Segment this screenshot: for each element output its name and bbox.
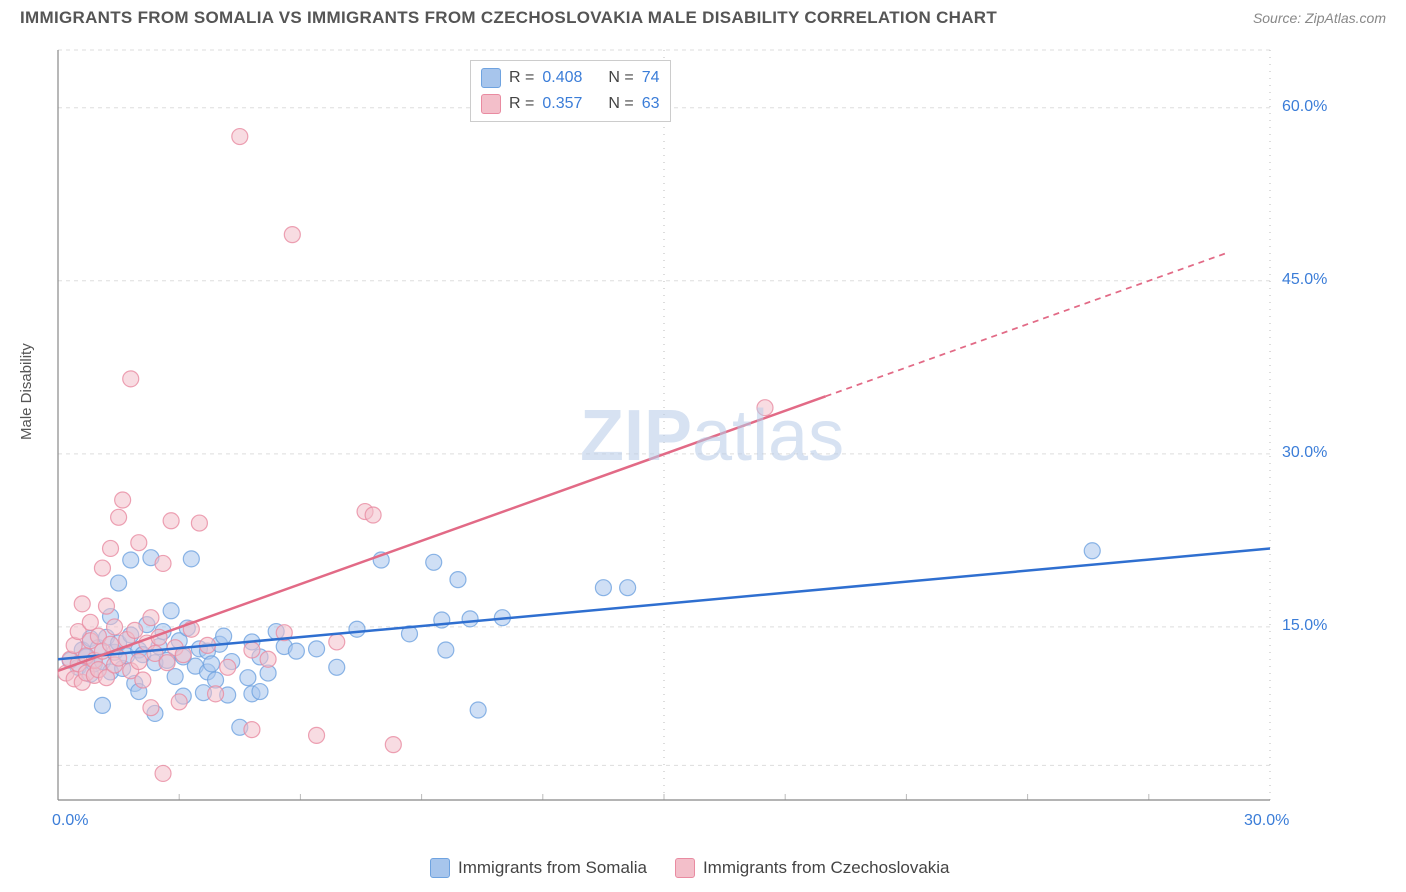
legend-swatch: [430, 858, 450, 878]
legend-series-name: Immigrants from Czechoslovakia: [703, 858, 950, 878]
legend-series-name: Immigrants from Somalia: [458, 858, 647, 878]
n-label: N =: [608, 65, 633, 91]
legend-stat-row: R = 0.408 N = 74: [481, 65, 660, 91]
r-label: R =: [509, 65, 534, 91]
x-tick-label: 30.0%: [1244, 812, 1289, 830]
n-label: N =: [608, 91, 633, 117]
scatter-plot-svg: [50, 40, 1340, 840]
chart-plot-area: ZIPatlas R =0.408N =74R =0.357N =63: [50, 40, 1340, 840]
y-tick-label: 45.0%: [1282, 271, 1327, 289]
source-label: Source:: [1253, 10, 1305, 26]
y-tick-label: 30.0%: [1282, 444, 1327, 462]
r-label: R =: [509, 91, 534, 117]
legend-stat-row: R = 0.357 N = 63: [481, 91, 660, 117]
y-tick-label: 60.0%: [1282, 98, 1327, 116]
y-axis-label: Male Disability: [18, 343, 35, 440]
n-value: 74: [642, 65, 660, 91]
legend-swatch: [481, 94, 501, 114]
x-tick-label: 0.0%: [52, 812, 88, 830]
legend-item: Immigrants from Czechoslovakia: [675, 858, 950, 878]
legend-item: Immigrants from Somalia: [430, 858, 647, 878]
chart-title: IMMIGRANTS FROM SOMALIA VS IMMIGRANTS FR…: [20, 8, 997, 28]
series-legend: Immigrants from Somalia Immigrants from C…: [430, 858, 950, 878]
n-value: 63: [642, 91, 660, 117]
source-value: ZipAtlas.com: [1305, 10, 1386, 26]
r-value: 0.357: [542, 91, 582, 117]
legend-swatch: [481, 68, 501, 88]
y-tick-label: 15.0%: [1282, 617, 1327, 635]
r-value: 0.408: [542, 65, 582, 91]
legend-swatch: [675, 858, 695, 878]
correlation-legend: R = 0.408 N = 74 R = 0.357 N = 63: [470, 60, 671, 122]
source-attribution: Source: ZipAtlas.com: [1253, 10, 1386, 26]
